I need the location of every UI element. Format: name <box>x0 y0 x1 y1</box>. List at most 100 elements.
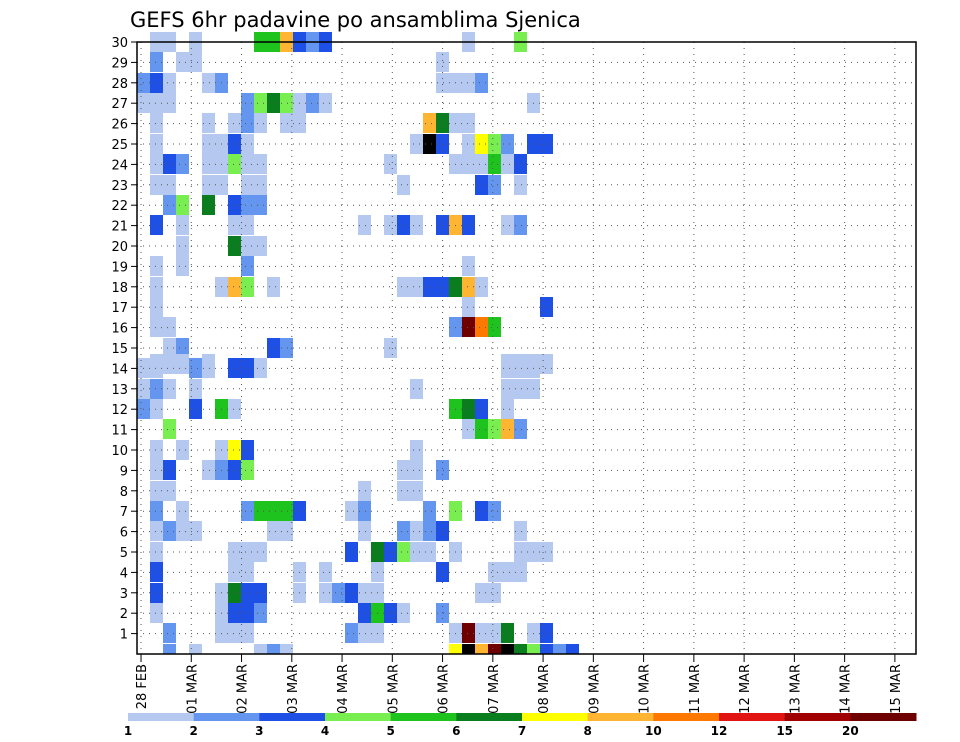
heatmap-cell <box>215 623 228 643</box>
heatmap-cell <box>254 501 267 521</box>
heatmap-cell <box>163 317 176 337</box>
heatmap-cell <box>202 154 215 174</box>
heatmap-cell <box>228 440 241 460</box>
heatmap-cell <box>397 521 410 541</box>
heatmap-cell <box>267 277 280 297</box>
heatmap-cell <box>241 583 254 603</box>
heatmap-cell <box>241 236 254 256</box>
heatmap-cell <box>527 644 540 654</box>
heatmap-cell <box>319 562 332 582</box>
heatmap-cell <box>189 52 202 72</box>
heatmap-cell <box>241 542 254 562</box>
y-tick-label: 12 <box>111 403 128 418</box>
heatmap-cell <box>150 603 163 623</box>
y-tick-label: 10 <box>111 444 128 459</box>
y-tick-label: 21 <box>111 220 128 235</box>
heatmap-cell <box>280 521 293 541</box>
heatmap-cell <box>319 93 332 113</box>
heatmap-cell <box>254 358 267 378</box>
heatmap-cell <box>163 154 176 174</box>
heatmap-cell <box>189 644 202 654</box>
heatmap-cell <box>319 583 332 603</box>
heatmap-cell <box>176 501 189 521</box>
heatmap-cell <box>176 256 189 276</box>
heatmap-cell <box>410 521 423 541</box>
grid-lines <box>137 41 916 654</box>
heatmap-cell <box>306 93 319 113</box>
heatmap-cell <box>176 354 189 374</box>
legend-swatch <box>719 713 786 721</box>
heatmap-cell <box>254 583 267 603</box>
heatmap-cell <box>163 195 176 215</box>
heatmap-cell <box>150 501 163 521</box>
heatmap-cell <box>462 73 475 93</box>
heatmap-cell <box>475 501 488 521</box>
heatmap-cell <box>410 277 423 297</box>
legend-swatch <box>784 713 851 721</box>
heatmap-cell <box>566 644 579 654</box>
heatmap-cell <box>163 354 176 374</box>
heatmap-cell <box>501 154 514 174</box>
legend-swatch <box>390 713 457 721</box>
heatmap-cell <box>228 358 241 378</box>
x-tick-label: 05 MAR <box>386 664 401 714</box>
heatmap-cell <box>410 460 423 480</box>
heatmap-cell <box>436 113 449 133</box>
heatmap-cell <box>150 215 163 235</box>
heatmap-cell <box>150 399 163 419</box>
y-tick-label: 29 <box>111 56 128 71</box>
heatmap-cell <box>241 603 254 623</box>
heatmap-cell <box>163 623 176 643</box>
x-tick-label: 14 MAR <box>839 664 854 714</box>
y-tick-label: 14 <box>111 362 128 377</box>
heatmap-cell <box>150 113 163 133</box>
heatmap-cell <box>540 644 553 654</box>
heatmap-cell <box>462 317 475 337</box>
heatmap-cell <box>241 358 254 378</box>
legend-label: 1 <box>124 724 132 738</box>
heatmap-cell <box>462 297 475 317</box>
heatmap-cell <box>358 481 371 501</box>
heatmap-cell <box>475 419 488 439</box>
legend-swatch <box>653 713 720 721</box>
heatmap-cell <box>462 623 475 643</box>
heatmap-cell <box>475 583 488 603</box>
heatmap-cell <box>410 481 423 501</box>
heatmap-cell <box>150 154 163 174</box>
heatmap-cell <box>176 440 189 460</box>
heatmap-cell <box>163 644 176 654</box>
legend-swatch <box>850 713 917 721</box>
heatmap-cell <box>241 215 254 235</box>
heatmap-cell <box>514 644 527 654</box>
heatmap-cell <box>449 623 462 643</box>
x-tick-label: 04 MAR <box>336 664 351 714</box>
heatmap-cell <box>514 154 527 174</box>
heatmap-cell <box>553 644 566 654</box>
heatmap-cell <box>163 481 176 501</box>
heatmap-cell <box>150 521 163 541</box>
heatmap-cell <box>176 195 189 215</box>
heatmap-cell <box>384 215 397 235</box>
heatmap-cell <box>280 501 293 521</box>
heatmap-cell <box>254 195 267 215</box>
x-tick-label: 07 MAR <box>487 664 502 714</box>
heatmap-cell <box>176 154 189 174</box>
legend-label: 12 <box>711 724 728 738</box>
heatmap-cell <box>150 583 163 603</box>
heatmap-cell <box>501 215 514 235</box>
axes: 1234567891011121314151617181920212223242… <box>111 36 917 714</box>
y-tick-label: 2 <box>120 607 128 622</box>
heatmap-cell <box>410 134 423 154</box>
heatmap-cell <box>397 603 410 623</box>
heatmap-cell <box>501 419 514 439</box>
heatmap-cell <box>202 134 215 154</box>
heatmap-cell <box>501 644 514 654</box>
heatmap-cell <box>449 644 462 654</box>
heatmap-cell <box>241 195 254 215</box>
heatmap-cell <box>423 113 436 133</box>
heatmap-cell <box>397 460 410 480</box>
heatmap-cell <box>475 175 488 195</box>
y-tick-label: 4 <box>120 566 128 581</box>
x-tick-label: 02 MAR <box>236 664 251 714</box>
heatmap-cell <box>228 277 241 297</box>
